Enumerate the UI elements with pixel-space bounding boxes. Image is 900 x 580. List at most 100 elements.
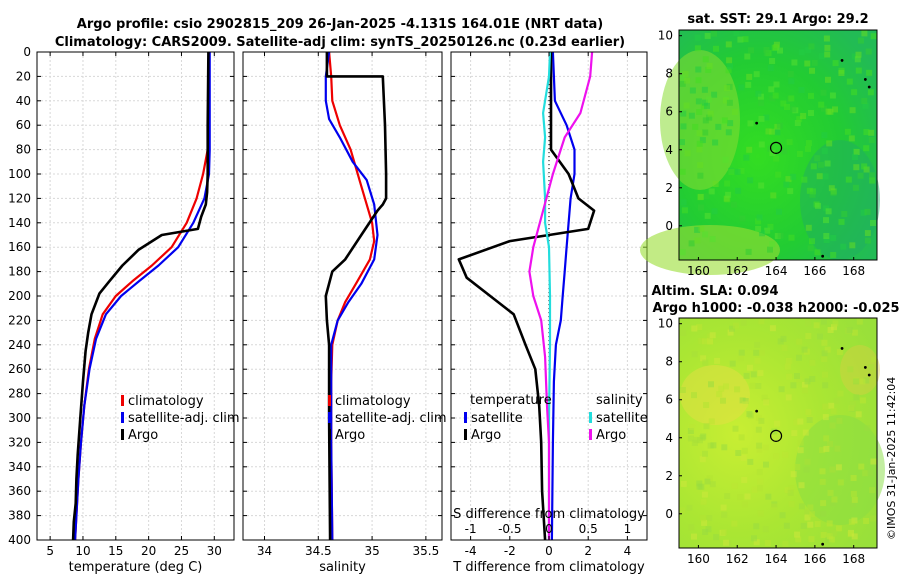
y-tick-label: 120 — [8, 191, 31, 205]
map-cell — [700, 103, 707, 110]
map-cell — [742, 398, 749, 404]
map-cell — [871, 356, 877, 363]
map-cell — [704, 102, 710, 109]
y-tick-label: 60 — [16, 118, 31, 132]
map-cell — [786, 373, 793, 380]
island-mark — [863, 366, 867, 369]
y-tick-label: 360 — [8, 484, 31, 498]
x-tick-label: 4 — [624, 544, 632, 558]
map-cell — [767, 223, 774, 230]
argo-location-marker — [769, 429, 783, 442]
map-cell — [737, 355, 744, 362]
map-cell — [707, 338, 714, 345]
map-cell — [696, 480, 703, 487]
map-cell — [708, 418, 715, 425]
map-cell — [708, 381, 714, 388]
map-cell — [809, 67, 815, 74]
top-x-tick-label: 0.5 — [579, 522, 598, 536]
series-salinity-argo — [528, 51, 594, 540]
map-cell — [805, 140, 812, 147]
map-cell — [836, 417, 843, 424]
map-cell — [821, 339, 828, 346]
y-tick-label: 200 — [8, 289, 31, 303]
y-tick-label: 140 — [8, 216, 31, 230]
map-cell — [837, 479, 844, 486]
map-cell — [861, 163, 868, 170]
map-cell — [804, 509, 811, 516]
map-cell — [712, 139, 719, 146]
map-cell — [862, 470, 869, 477]
map-cell — [769, 150, 776, 156]
map-cell — [698, 204, 704, 211]
map-cell — [864, 230, 871, 237]
y-tick-label: 6 — [665, 105, 673, 119]
map-cell — [758, 182, 765, 189]
legend-temperature-argo-swatch — [464, 429, 467, 440]
map-cell — [809, 191, 816, 198]
map-cell — [794, 531, 801, 538]
map-cell — [716, 391, 723, 398]
x-tick-label: 164 — [765, 552, 788, 566]
x-axis-label: temperature (deg C) — [69, 560, 203, 575]
map-cell — [786, 358, 793, 365]
map-cell — [773, 453, 780, 460]
map-cell — [753, 71, 760, 78]
map-cell — [824, 51, 831, 58]
map-cell — [863, 129, 870, 136]
map-cell — [721, 444, 728, 451]
map-cell — [741, 447, 748, 454]
map-cell — [679, 249, 686, 256]
map-cell — [813, 322, 820, 329]
map-cell — [860, 209, 867, 216]
map-cell — [679, 80, 686, 87]
legend-argo-label: Argo — [335, 428, 365, 443]
map-cell — [820, 532, 827, 538]
x-tick-label: 10 — [75, 544, 90, 558]
map-cell — [691, 533, 697, 540]
y-tick-label: 220 — [8, 313, 31, 327]
map-cell — [751, 486, 758, 493]
map-cell — [758, 417, 765, 424]
map-cell — [825, 537, 832, 544]
map-cell — [852, 154, 858, 161]
map-cell — [825, 108, 832, 115]
x-tick-label: 166 — [803, 552, 826, 566]
map-cell — [808, 511, 815, 518]
map-cell — [782, 451, 789, 458]
map-cell — [791, 59, 798, 66]
map-cell — [800, 113, 807, 119]
legend-temperature-title: temperature — [470, 393, 552, 408]
map-cell — [805, 409, 812, 415]
map-cell — [775, 171, 782, 178]
map-cell — [835, 464, 842, 471]
map-cell — [818, 53, 825, 60]
island-mark — [840, 59, 844, 62]
map-cell — [870, 458, 877, 465]
difference-panel: -4 -2 0 2 4 T difference from climatology temp… — [450, 51, 648, 575]
map-cell — [801, 346, 808, 353]
island-mark — [755, 409, 759, 413]
map-cell — [751, 535, 757, 542]
map-cell — [703, 402, 710, 408]
x-tick-label: 160 — [687, 264, 710, 278]
map-cell — [720, 397, 726, 404]
map-cell — [859, 397, 866, 404]
map-cell — [829, 466, 836, 473]
map-cell — [824, 44, 831, 51]
y-tick-label: 280 — [8, 387, 31, 401]
map-cell — [756, 446, 763, 453]
map-cell — [688, 112, 695, 119]
map-cell — [734, 386, 741, 393]
map-cell — [689, 87, 696, 94]
map-cell — [849, 107, 856, 114]
map-cell — [803, 466, 810, 473]
legend-satellite-adj-swatch — [328, 412, 331, 423]
map-cell — [798, 87, 805, 93]
map-cell — [808, 536, 815, 543]
argo-location-marker — [769, 141, 783, 154]
map-cell — [696, 324, 703, 331]
map-cell — [818, 161, 824, 168]
map-cell — [800, 522, 807, 529]
map-cell — [807, 521, 814, 528]
